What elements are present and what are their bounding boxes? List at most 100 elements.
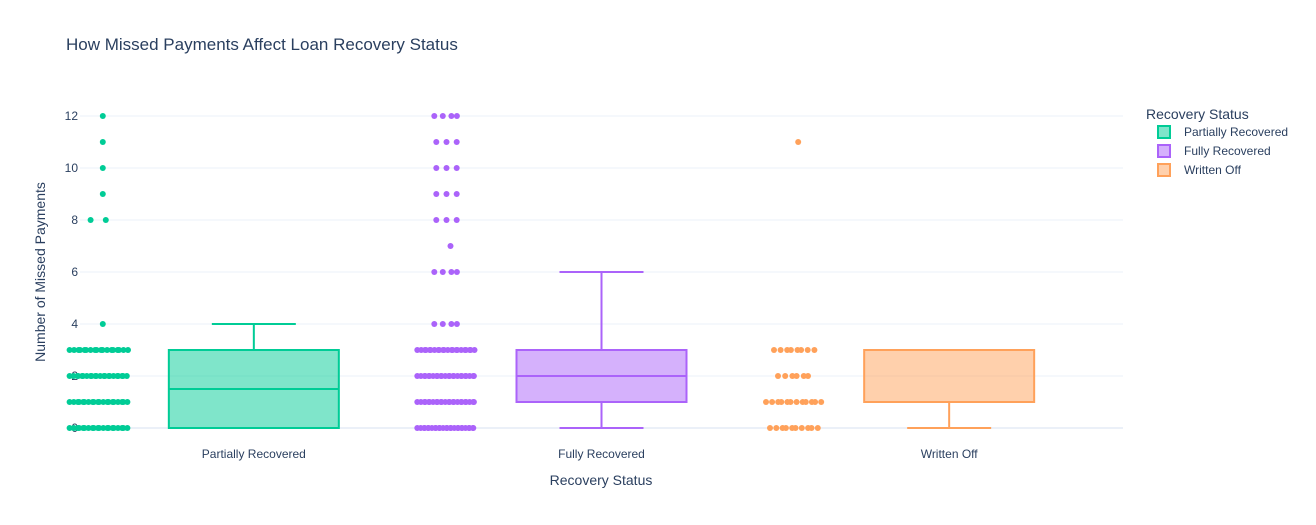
data-point: [782, 373, 789, 379]
x-axis-title: Recovery Status: [550, 472, 653, 488]
data-point: [85, 399, 92, 405]
data-point: [811, 347, 818, 353]
data-point: [453, 139, 460, 145]
box-traces: [167, 271, 1036, 429]
data-point: [443, 165, 450, 171]
data-point: [76, 425, 83, 431]
data-point: [99, 347, 106, 353]
legend-title: Recovery Status: [1146, 106, 1249, 122]
data-point: [93, 347, 100, 353]
data-point: [782, 425, 789, 431]
data-point: [805, 373, 811, 379]
data-point: [798, 347, 805, 353]
data-point: [115, 425, 121, 431]
legend-item-partially-recovered: Partially Recovered: [1157, 125, 1288, 139]
data-point: [470, 373, 477, 379]
data-point: [470, 399, 477, 405]
data-point: [439, 113, 446, 119]
data-point: [99, 321, 106, 327]
data-point: [777, 347, 784, 353]
legend-item-written-off: Written Off: [1157, 163, 1242, 177]
box-iqr: [863, 349, 1036, 403]
box-fully-recovered: [515, 271, 688, 429]
data-point: [116, 347, 122, 353]
data-point: [87, 217, 94, 223]
data-point: [85, 425, 92, 431]
data-point: [818, 399, 825, 405]
data-point: [66, 347, 73, 353]
legend-item-fully-recovered: Fully Recovered: [1157, 144, 1271, 158]
data-point: [120, 399, 127, 405]
data-point: [96, 399, 103, 405]
data-point: [453, 165, 460, 171]
data-point: [110, 347, 117, 353]
data-point: [773, 425, 780, 431]
x-tick-label: Fully Recovered: [558, 447, 645, 461]
data-point: [453, 321, 460, 327]
y-tick-label: 8: [71, 213, 78, 227]
data-point: [124, 425, 131, 431]
data-point: [471, 347, 478, 353]
data-point: [100, 399, 107, 405]
data-point: [105, 399, 112, 405]
legend-swatch: [1157, 163, 1171, 177]
data-point: [443, 139, 450, 145]
y-tick-label: 4: [71, 317, 78, 331]
legend-swatch: [1157, 144, 1171, 158]
data-point: [125, 347, 131, 353]
data-point: [448, 321, 455, 327]
data-point: [808, 425, 815, 431]
data-point: [99, 191, 106, 197]
data-point: [763, 399, 769, 405]
y-axis-ticks: 024681012: [65, 109, 79, 435]
points-partially-recovered: [66, 113, 131, 431]
y-axis-title: Number of Missed Payments: [32, 182, 48, 362]
data-point: [778, 399, 785, 405]
data-point: [431, 269, 438, 275]
legend-label: Written Off: [1184, 163, 1242, 177]
data-point: [793, 373, 800, 379]
data-point: [443, 191, 450, 197]
data-point: [470, 425, 477, 431]
data-point: [453, 191, 460, 197]
data-point: [792, 425, 799, 431]
data-point: [96, 425, 103, 431]
data-point: [771, 347, 777, 353]
data-point: [99, 165, 106, 171]
y-tick-label: 6: [71, 265, 78, 279]
data-point: [775, 373, 781, 379]
legend: Recovery Status Partially Recovered Fully…: [1146, 106, 1288, 177]
data-point: [100, 425, 107, 431]
y-tick-label: 10: [65, 161, 79, 175]
data-point: [804, 347, 811, 353]
data-point: [448, 269, 455, 275]
box-partially-recovered: [167, 323, 340, 429]
legend-label: Fully Recovered: [1184, 144, 1271, 158]
data-point: [453, 113, 460, 119]
data-point: [81, 425, 88, 431]
data-point: [66, 399, 73, 405]
data-point: [767, 425, 773, 431]
data-point: [99, 139, 106, 145]
data-point: [431, 113, 438, 119]
data-point: [87, 347, 94, 353]
data-point: [90, 399, 97, 405]
data-point: [789, 373, 796, 379]
points-fully-recovered: [414, 113, 478, 431]
data-point: [71, 347, 78, 353]
data-point: [453, 269, 460, 275]
x-tick-label: Written Off: [921, 447, 979, 461]
data-point: [110, 425, 117, 431]
data-point: [105, 425, 112, 431]
x-axis-ticks: Partially Recovered Fully Recovered Writte…: [202, 447, 978, 461]
data-point: [104, 347, 111, 353]
data-point: [66, 425, 73, 431]
data-point: [90, 425, 97, 431]
data-point: [115, 399, 121, 405]
data-point: [433, 165, 440, 171]
data-point: [81, 399, 88, 405]
chart-title: How Missed Payments Affect Loan Recovery…: [66, 35, 458, 54]
data-point: [812, 399, 819, 405]
data-point: [795, 139, 802, 145]
data-point: [439, 321, 446, 327]
